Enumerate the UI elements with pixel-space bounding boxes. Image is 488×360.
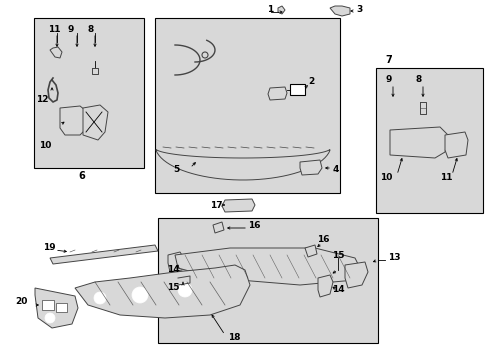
Polygon shape <box>83 105 108 140</box>
Circle shape <box>91 53 99 61</box>
Circle shape <box>386 101 398 113</box>
Text: 10: 10 <box>39 140 51 149</box>
Polygon shape <box>329 6 349 16</box>
Polygon shape <box>50 47 62 58</box>
Circle shape <box>72 52 82 62</box>
Text: 11: 11 <box>48 24 61 33</box>
Polygon shape <box>175 248 359 285</box>
Polygon shape <box>444 132 467 158</box>
Text: 13: 13 <box>387 253 400 262</box>
Polygon shape <box>156 149 329 180</box>
Circle shape <box>45 313 55 323</box>
Polygon shape <box>389 127 447 158</box>
Bar <box>42 300 54 310</box>
Text: 17: 17 <box>209 201 222 210</box>
Bar <box>34 18 143 168</box>
Text: 1: 1 <box>266 5 273 14</box>
Bar <box>155 18 339 193</box>
Bar <box>56 303 67 312</box>
Text: 9: 9 <box>68 24 74 33</box>
Polygon shape <box>50 245 158 264</box>
Circle shape <box>178 283 192 297</box>
Text: 14: 14 <box>167 266 179 274</box>
Text: 8: 8 <box>88 24 94 33</box>
Polygon shape <box>267 87 286 100</box>
Text: 16: 16 <box>247 221 260 230</box>
Text: 2: 2 <box>307 77 314 86</box>
Text: 3: 3 <box>355 5 362 14</box>
Polygon shape <box>75 265 249 318</box>
Polygon shape <box>317 275 332 297</box>
Text: 10: 10 <box>379 174 391 183</box>
Text: 16: 16 <box>316 235 329 244</box>
Text: 15: 15 <box>331 251 344 260</box>
Text: 8: 8 <box>414 76 420 85</box>
Polygon shape <box>35 288 78 328</box>
Text: 12: 12 <box>36 95 48 104</box>
Polygon shape <box>213 222 224 233</box>
Polygon shape <box>305 245 316 257</box>
Text: 6: 6 <box>79 171 85 181</box>
Text: 5: 5 <box>173 166 179 175</box>
Bar <box>158 218 377 343</box>
Text: 20: 20 <box>15 297 27 306</box>
Text: 9: 9 <box>384 76 390 85</box>
Bar <box>375 68 482 213</box>
Polygon shape <box>345 262 367 288</box>
Text: 14: 14 <box>331 285 344 294</box>
Text: 4: 4 <box>332 166 339 175</box>
Text: 18: 18 <box>227 333 240 342</box>
Bar <box>289 84 305 95</box>
Polygon shape <box>278 6 285 14</box>
Text: 11: 11 <box>439 174 451 183</box>
Polygon shape <box>168 252 184 272</box>
Text: 19: 19 <box>43 243 56 252</box>
Text: 7: 7 <box>384 55 391 65</box>
Text: 15: 15 <box>167 283 179 292</box>
Circle shape <box>132 287 148 303</box>
Polygon shape <box>299 160 321 175</box>
Polygon shape <box>222 199 254 212</box>
Circle shape <box>94 292 106 304</box>
Polygon shape <box>60 106 85 135</box>
